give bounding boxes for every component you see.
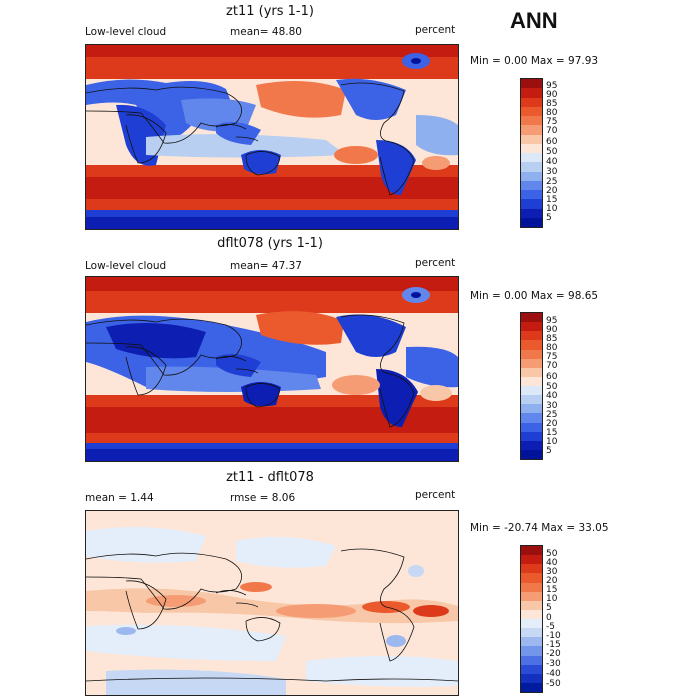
tick: 10 (546, 437, 558, 447)
rmse-stat: rmse = 8.06 (230, 492, 296, 504)
cloud-map-zt11 (85, 44, 459, 230)
tick: 50 (546, 549, 558, 559)
tick: -20 (546, 649, 561, 659)
units-label: percent (415, 489, 456, 501)
tick: 50 (546, 147, 558, 157)
field-label: Low-level cloud (85, 26, 167, 38)
cloud-diff-map (85, 510, 459, 696)
tick: 85 (546, 99, 558, 109)
tick: 40 (546, 157, 558, 167)
mean-stat: mean= 48.80 (230, 26, 302, 38)
tick: -50 (546, 679, 561, 689)
tick: 10 (546, 204, 558, 214)
tick: 90 (546, 90, 558, 100)
tick: -30 (546, 659, 561, 669)
tick: 25 (546, 177, 558, 187)
tick: 5 (546, 446, 552, 456)
tick: 40 (546, 558, 558, 568)
tick: 15 (546, 195, 558, 205)
tick: 40 (546, 391, 558, 401)
tick: 10 (546, 594, 558, 604)
tick: 50 (546, 382, 558, 392)
colorbar-diff (520, 545, 543, 693)
mean-stat: mean = 1.44 (85, 492, 154, 504)
tick: 95 (546, 81, 558, 91)
tick: 80 (546, 343, 558, 353)
tick: 15 (546, 585, 558, 595)
panel-title: dflt078 (yrs 1-1) (217, 236, 323, 251)
tick: 70 (546, 361, 558, 371)
tick: 75 (546, 352, 558, 362)
tick: 85 (546, 334, 558, 344)
colorbar-dflt078 (520, 312, 543, 460)
tick: -40 (546, 669, 561, 679)
tick: 0 (546, 613, 552, 623)
panel-title: zt11 (yrs 1-1) (226, 4, 314, 19)
tick: 5 (546, 213, 552, 223)
tick: 20 (546, 576, 558, 586)
tick: 95 (546, 316, 558, 326)
tick: -10 (546, 631, 561, 641)
tick: 15 (546, 428, 558, 438)
units-label: percent (415, 257, 456, 269)
tick: -5 (546, 622, 555, 632)
panel-title: zt11 - dflt078 (226, 470, 314, 485)
min-value: Min = -20.74 Max = 33.05 (470, 522, 609, 534)
tick: 60 (546, 137, 558, 147)
mean-stat: mean= 47.37 (230, 260, 302, 272)
tick: 60 (546, 372, 558, 382)
tick: 70 (546, 126, 558, 136)
tick: 5 (546, 603, 552, 613)
tick: 30 (546, 567, 558, 577)
tick: -15 (546, 640, 561, 650)
tick: 30 (546, 167, 558, 177)
min-value: Min = 0.00 Max = 97.93 (470, 55, 599, 67)
cloud-map-dflt078 (85, 276, 459, 462)
units-label: percent (415, 24, 456, 36)
field-label: Low-level cloud (85, 260, 167, 272)
tick: 20 (546, 186, 558, 196)
tick: 90 (546, 325, 558, 335)
tick: 25 (546, 410, 558, 420)
min-value: Min = 0.00 Max = 98.65 (470, 290, 599, 302)
colorbar-zt11 (520, 78, 543, 228)
tick: 80 (546, 108, 558, 118)
tick: 30 (546, 401, 558, 411)
season-label: ANN (510, 8, 558, 33)
tick: 75 (546, 117, 558, 127)
tick: 20 (546, 419, 558, 429)
